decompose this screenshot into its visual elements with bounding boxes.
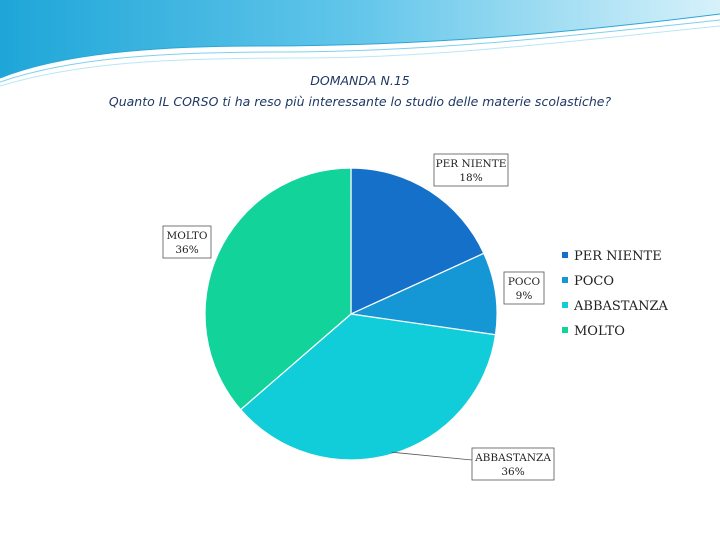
data-label-box — [471, 447, 555, 481]
chart-legend: PER NIENTE POCO ABBASTANZA MOLTO — [562, 249, 669, 339]
legend-item-per-niente: PER NIENTE — [562, 249, 662, 264]
legend-item-abbastanza: ABBASTANZA — [562, 299, 669, 314]
legend-swatch — [562, 277, 568, 283]
data-label-box — [433, 153, 509, 187]
legend-label: POCO — [574, 274, 614, 289]
legend-swatch — [562, 302, 568, 308]
question-number: DOMANDA N.15 — [310, 73, 410, 88]
legend-item-poco: POCO — [562, 274, 614, 289]
data-label-poco: POCO 9% — [503, 271, 545, 305]
pie-chart — [204, 167, 498, 461]
legend-swatch — [562, 327, 568, 333]
data-label-abbastanza: ABBASTANZA 36% — [391, 447, 555, 481]
data-label-box — [503, 271, 545, 305]
data-label-category: ABBASTANZA — [474, 452, 551, 464]
data-label-value: 36% — [175, 244, 198, 256]
pie-slice-poco — [348, 252, 498, 336]
data-label-molto: MOLTO 36% — [162, 225, 212, 259]
pie-slice-abbastanza — [239, 313, 497, 461]
data-label-per-niente: PER NIENTE 18% — [433, 153, 509, 187]
legend-swatch — [562, 252, 568, 258]
data-label-value: 36% — [501, 466, 524, 478]
legend-label: PER NIENTE — [574, 249, 662, 264]
pie-slice-per-niente — [350, 167, 485, 315]
question-text: Quanto IL CORSO ti ha reso più interessa… — [108, 94, 612, 109]
data-label-category: POCO — [508, 276, 541, 288]
legend-item-molto: MOLTO — [562, 324, 625, 339]
legend-label: MOLTO — [574, 324, 625, 339]
data-label-category: MOLTO — [166, 230, 207, 242]
leader-line — [391, 451, 473, 461]
data-label-value: 9% — [516, 290, 533, 302]
data-label-category: PER NIENTE — [436, 158, 507, 170]
data-label-value: 18% — [459, 172, 482, 184]
data-labels: PER NIENTE 18% POCO 9% ABBASTANZA 36% MOLTO 36% — [162, 153, 555, 481]
header-banner — [0, 0, 720, 87]
data-label-box — [162, 225, 212, 259]
legend-label: ABBASTANZA — [573, 299, 669, 314]
pie-slice-molto — [204, 167, 352, 411]
